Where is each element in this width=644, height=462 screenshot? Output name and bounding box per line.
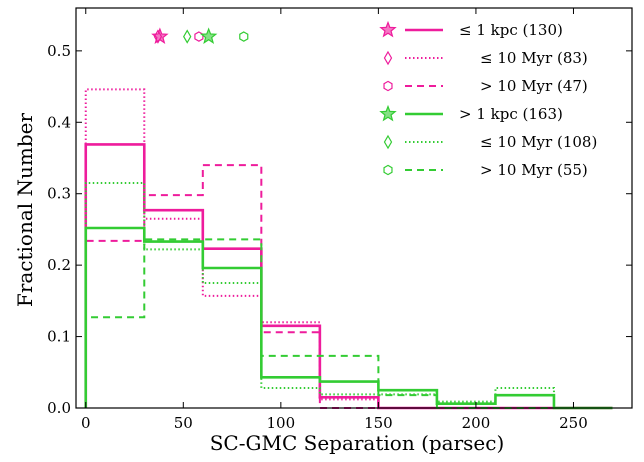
series-line-5 bbox=[84, 182, 613, 409]
y-tick-label: 0.3 bbox=[47, 185, 71, 203]
legend-label-5: ≤ 10 Myr (108) bbox=[480, 133, 597, 151]
x-tick-label: 100 bbox=[267, 414, 296, 432]
x-tick-label: 250 bbox=[559, 414, 588, 432]
legend-marker-5 bbox=[383, 134, 393, 150]
median-marker-6 bbox=[239, 31, 249, 42]
x-tick-label: 200 bbox=[462, 414, 491, 432]
legend-label-3: > 10 Myr (47) bbox=[480, 77, 588, 95]
legend-marker-3 bbox=[383, 80, 393, 92]
legend-label-4: > 1 kpc (163) bbox=[459, 105, 563, 123]
series-line-1 bbox=[84, 143, 613, 410]
legend-label-1: ≤ 1 kpc (130) bbox=[459, 21, 563, 39]
series-line-6 bbox=[84, 238, 613, 409]
legend-label-6: > 10 Myr (55) bbox=[480, 161, 588, 179]
y-tick-label: 0.0 bbox=[47, 399, 71, 417]
series-line-2 bbox=[84, 88, 613, 409]
median-marker-4 bbox=[199, 27, 218, 44]
axes: 0 50 100 150 200 250 0.0 0.1 0.2 0.3 0.4 0.5 bbox=[47, 7, 633, 432]
median-marker-2 bbox=[153, 29, 163, 44]
median-marker-3 bbox=[194, 31, 204, 42]
x-tick-label: 0 bbox=[81, 414, 91, 432]
legend-marker-6 bbox=[383, 164, 393, 176]
y-tick-label: 0.4 bbox=[47, 113, 71, 131]
legend-marker-1 bbox=[379, 20, 397, 38]
legend-label-2: ≤ 10 Myr (83) bbox=[480, 49, 588, 67]
x-tick-label: 150 bbox=[364, 414, 393, 432]
plot-frame bbox=[75, 7, 633, 409]
x-axis-label: SC-GMC Separation (parsec) bbox=[210, 431, 505, 455]
x-tick-label: 50 bbox=[174, 414, 193, 432]
y-axis-label: Fractional Number bbox=[13, 112, 37, 307]
legend: ≤ 1 kpc (130) ≤ 10 Myr (83) > 10 Myr (47) >… bbox=[379, 20, 597, 179]
y-tick-label: 0.2 bbox=[47, 256, 71, 274]
series-line-4 bbox=[84, 226, 613, 410]
legend-marker-2 bbox=[383, 50, 393, 66]
y-tick-label: 0.5 bbox=[47, 42, 71, 60]
series-line-3 bbox=[84, 164, 613, 409]
legend-marker-4 bbox=[379, 104, 397, 122]
y-tick-label: 0.1 bbox=[47, 328, 71, 346]
median-marker-5 bbox=[183, 29, 192, 44]
